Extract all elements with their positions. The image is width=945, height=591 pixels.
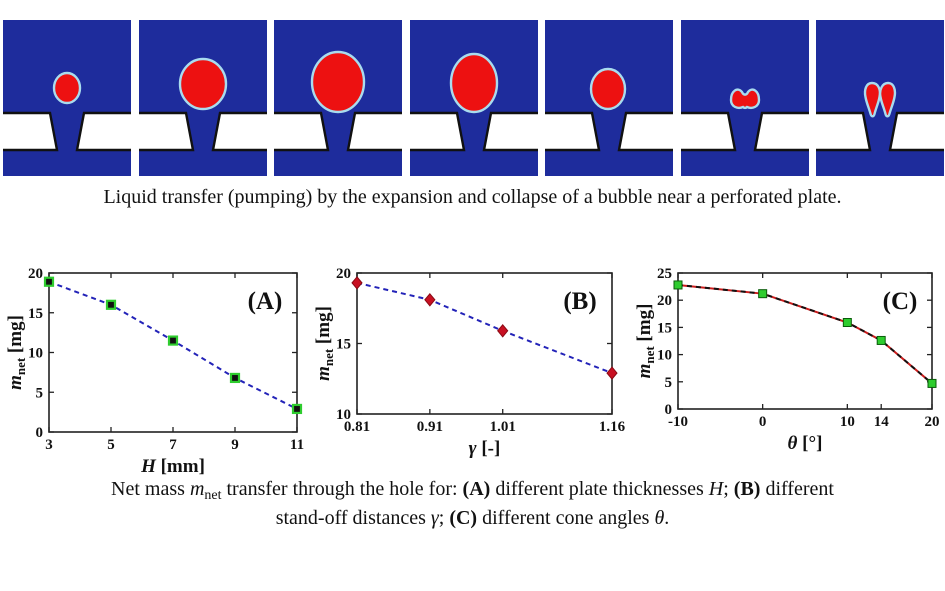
data-marker xyxy=(229,372,241,384)
caption-segment: . xyxy=(664,507,670,530)
caption-segment: net xyxy=(204,487,222,503)
x-axis-label: H [mm] xyxy=(140,456,205,477)
data-marker xyxy=(758,289,768,299)
data-marker xyxy=(927,378,937,388)
caption-segment: γ xyxy=(430,507,439,530)
chart-A: 3 5 7 9 11 0 5 10 15 20 (A) H [mm] mnet [mg] xyxy=(5,266,304,477)
x-tick-label: 1.01 xyxy=(490,419,516,435)
data-marker xyxy=(351,276,363,290)
caption-segment: different xyxy=(760,478,834,500)
simulation-frame-maximum-bubble xyxy=(274,20,402,176)
x-tick-label: 1.16 xyxy=(599,419,626,435)
x-tick-label: 9 xyxy=(231,437,239,453)
x-axis-label: γ [-] xyxy=(469,438,501,459)
simulation-frame-bubble-over-hole xyxy=(409,20,538,176)
x-tick-label: 14 xyxy=(874,414,890,430)
y-tick-label: 20 xyxy=(336,266,351,282)
y-tick-label: 20 xyxy=(28,266,43,282)
x-tick-label: 0.91 xyxy=(417,419,443,435)
panel-letter-B: (B) xyxy=(563,288,596,315)
x-axis-label: θ [°] xyxy=(788,433,823,454)
x-tick-label: 11 xyxy=(290,437,304,453)
caption-segment: (C) xyxy=(449,507,478,530)
y-tick-label: 10 xyxy=(657,348,672,364)
strip-caption: Liquid transfer (pumping) by the expansi… xyxy=(103,186,842,208)
bottom-caption: Net mass mnet transfer through the hole … xyxy=(0,476,945,532)
y-tick-label: 10 xyxy=(28,346,43,362)
y-tick-label: 15 xyxy=(28,306,43,322)
x-tick-label: 10 xyxy=(840,414,855,430)
y-tick-label: 15 xyxy=(336,337,351,353)
panel-letter-C: (C) xyxy=(883,288,918,315)
caption-segment: different cone angles xyxy=(477,507,655,530)
y-axis-label: mnet [mg] xyxy=(313,306,336,381)
simulation-frame-small-bubble xyxy=(3,20,131,176)
y-tick-label: 20 xyxy=(657,293,672,309)
caption-segment: (B) xyxy=(733,478,761,500)
x-tick-label: 20 xyxy=(925,414,940,430)
x-tick-label: 3 xyxy=(45,437,53,453)
y-tick-label: 5 xyxy=(36,385,44,401)
data-marker xyxy=(497,324,509,338)
x-tick-label: -10 xyxy=(668,414,688,430)
caption-segment: stand-off distances xyxy=(275,507,431,530)
caption-segment: H xyxy=(708,478,724,500)
y-tick-label: 5 xyxy=(665,375,673,391)
caption-segment: different plate thicknesses xyxy=(490,478,709,500)
chart-B: 0.81 0.91 1.01 1.16 10 15 20 (B) γ [-] mnet [mg] xyxy=(313,266,626,459)
caption-segment: ; xyxy=(438,507,450,530)
y-axis-label: mnet [mg] xyxy=(5,315,28,390)
axes-box-C xyxy=(677,272,933,410)
data-marker xyxy=(291,403,303,415)
x-tick-label: 0 xyxy=(759,414,767,430)
x-tick-label: 0.81 xyxy=(344,419,370,435)
x-tick-label: 5 xyxy=(107,437,115,453)
data-marker xyxy=(167,335,179,346)
y-tick-label: 25 xyxy=(657,266,672,282)
caption-segment: (A) xyxy=(462,478,491,500)
caption-segment: ; xyxy=(723,478,734,500)
caption-segment: transfer through the hole for: xyxy=(221,478,463,500)
data-marker xyxy=(43,276,55,287)
simulation-frame-split-jet-bubble xyxy=(816,20,944,176)
simulation-frame-collapsing-bubble xyxy=(680,20,809,176)
x-tick-label: 7 xyxy=(169,437,177,453)
y-tick-label: 10 xyxy=(336,407,351,423)
caption-segment: m xyxy=(189,478,205,500)
data-marker xyxy=(606,366,618,380)
data-marker xyxy=(673,280,683,290)
panel-letter-A: (A) xyxy=(248,288,283,315)
simulation-strip xyxy=(3,20,944,176)
caption-segment: Net mass xyxy=(111,478,190,500)
simulation-frame-shrinking-bubble xyxy=(545,20,673,176)
y-tick-label: 15 xyxy=(657,320,672,336)
data-marker xyxy=(876,335,886,345)
caption-segment: θ xyxy=(654,507,665,530)
data-marker xyxy=(105,299,117,310)
y-tick-label: 0 xyxy=(36,425,44,441)
simulation-frame-expanding-bubble xyxy=(138,20,267,176)
data-line xyxy=(356,281,613,375)
data-marker xyxy=(424,293,436,307)
y-axis-label: mnet [mg] xyxy=(634,304,657,379)
data-marker xyxy=(842,318,852,328)
y-tick-label: 0 xyxy=(665,402,673,418)
